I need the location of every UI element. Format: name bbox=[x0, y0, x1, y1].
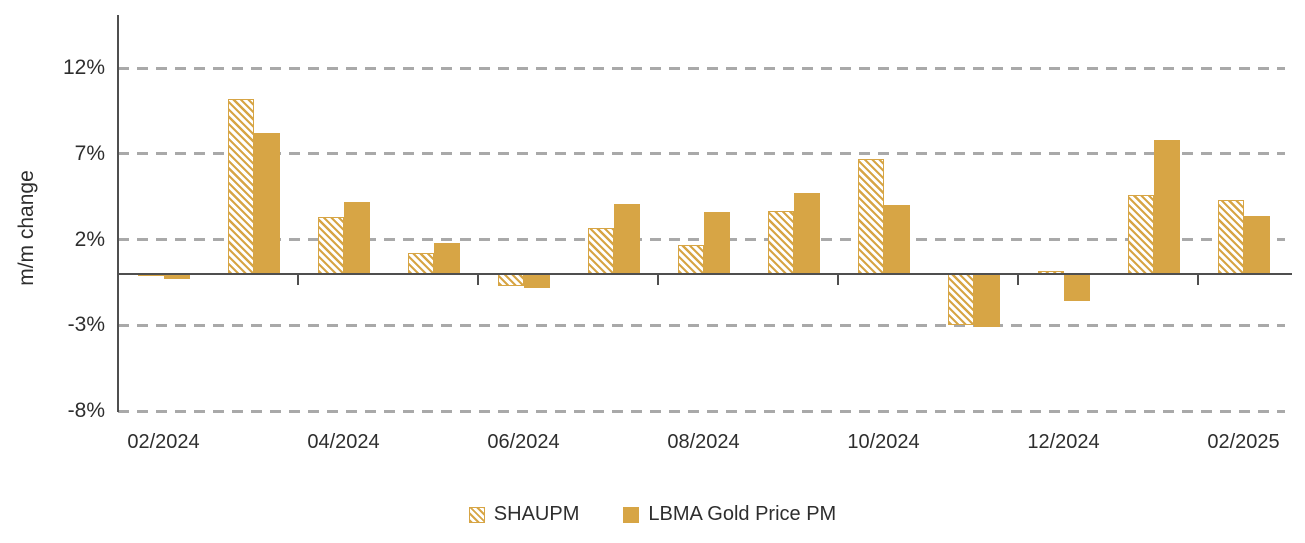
x-axis-tick-label: 10/2024 bbox=[847, 431, 920, 453]
gridline bbox=[118, 152, 1285, 156]
x-axis-tick-label: 02/2025 bbox=[1207, 431, 1280, 453]
bar-lbma bbox=[253, 133, 280, 274]
x-axis-tick-label: 12/2024 bbox=[1027, 431, 1100, 453]
gridline bbox=[118, 238, 1285, 242]
legend: SHAUPM LBMA Gold Price PM bbox=[0, 503, 1305, 526]
bar-lbma bbox=[883, 205, 910, 274]
x-axis-tick bbox=[657, 275, 659, 285]
x-axis-tick bbox=[297, 275, 299, 285]
bar-shaupm bbox=[947, 274, 974, 326]
x-axis-tick-label: 08/2024 bbox=[667, 431, 740, 453]
x-axis-tick bbox=[837, 275, 839, 285]
bar-shaupm bbox=[227, 98, 254, 274]
x-axis-tick-label: 02/2024 bbox=[127, 431, 200, 453]
bar-lbma bbox=[433, 243, 460, 274]
x-axis-tick bbox=[477, 275, 479, 285]
bar-shaupm bbox=[767, 210, 794, 274]
legend-label-shaupm: SHAUPM bbox=[493, 503, 580, 525]
bar-shaupm bbox=[317, 217, 344, 274]
bar-lbma bbox=[523, 274, 550, 288]
bar-shaupm bbox=[677, 244, 704, 274]
bar-lbma bbox=[973, 274, 1000, 328]
bar-lbma bbox=[343, 201, 370, 274]
bar-lbma bbox=[613, 203, 640, 274]
x-axis-zero-line bbox=[117, 273, 1292, 275]
bar-shaupm bbox=[1217, 200, 1244, 274]
y-axis-tick-label: 12% bbox=[62, 56, 105, 80]
legend-item-shaupm: SHAUPM bbox=[468, 503, 580, 526]
y-axis-tick-label: 2% bbox=[74, 227, 105, 251]
legend-label-lbma: LBMA Gold Price PM bbox=[648, 503, 837, 525]
bar-lbma bbox=[1243, 215, 1270, 274]
bar-shaupm bbox=[1127, 195, 1154, 274]
bar-lbma bbox=[703, 212, 730, 274]
y-axis-tick-label: -8% bbox=[67, 399, 105, 423]
legend-item-lbma: LBMA Gold Price PM bbox=[623, 503, 836, 526]
x-axis-tick-label: 04/2024 bbox=[307, 431, 380, 453]
y-axis-line bbox=[117, 15, 119, 412]
bar-lbma bbox=[793, 193, 820, 274]
y-axis-tick-label: 7% bbox=[74, 141, 105, 165]
bar-shaupm bbox=[497, 274, 524, 286]
bar-shaupm bbox=[587, 227, 614, 274]
bar-lbma bbox=[1153, 140, 1180, 274]
y-axis-tick-label: -3% bbox=[67, 313, 105, 337]
hatched-swatch-icon bbox=[468, 506, 485, 523]
x-axis-tick bbox=[1017, 275, 1019, 285]
bar-lbma bbox=[163, 274, 190, 280]
bar-lbma bbox=[1063, 274, 1090, 302]
gridline bbox=[118, 66, 1285, 70]
solid-swatch-icon bbox=[623, 506, 640, 523]
gridline bbox=[118, 409, 1285, 413]
x-axis-tick bbox=[1197, 275, 1199, 285]
bar-shaupm bbox=[857, 159, 884, 274]
x-axis-tick-label: 06/2024 bbox=[487, 431, 560, 453]
bar-shaupm bbox=[407, 253, 434, 274]
gridline bbox=[118, 323, 1285, 327]
